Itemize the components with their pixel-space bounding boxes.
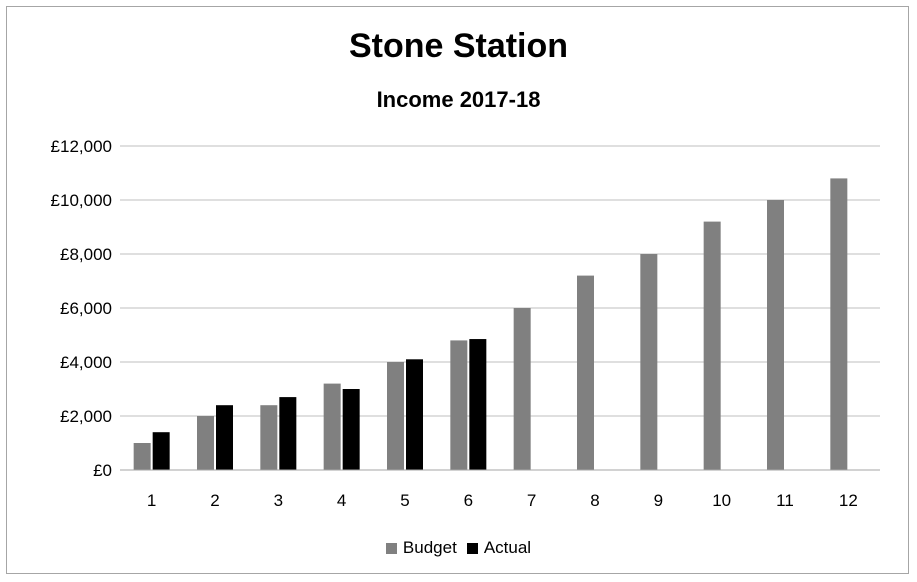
y-tick-label: £4,000	[60, 353, 112, 372]
bar-budget-11	[767, 200, 784, 470]
axes: £0 £2,000 £4,000 £6,000 £8,000 £10,000 £12,000…	[51, 137, 880, 510]
chart-frame	[6, 6, 909, 574]
bar-budget-9	[640, 254, 658, 470]
y-tick-label: £6,000	[60, 299, 112, 318]
x-tick-label: 1	[147, 491, 156, 510]
bar-actual-1	[152, 432, 170, 470]
bars	[133, 178, 848, 470]
bar-budget-5	[387, 362, 404, 470]
x-tick-label: 2	[210, 491, 219, 510]
legend-label-budget: Budget	[402, 538, 457, 557]
bar-budget-7	[513, 308, 531, 470]
legend-swatch-budget	[385, 542, 397, 554]
legend: Budget Actual	[0, 538, 917, 558]
bar-budget-4	[323, 383, 341, 470]
x-tick-label: 4	[337, 491, 346, 510]
bar-budget-2	[197, 416, 214, 470]
y-tick-label: £10,000	[51, 191, 112, 210]
legend-item-budget: Budget	[385, 538, 457, 558]
x-tick-label: 5	[400, 491, 409, 510]
y-tick-label: £0	[93, 461, 112, 480]
bar-budget-1	[133, 443, 151, 470]
legend-item-actual: Actual	[466, 538, 532, 558]
legend-label-actual: Actual	[483, 538, 532, 557]
bar-actual-2	[216, 405, 233, 470]
bar-actual-5	[406, 359, 423, 470]
bar-actual-6	[469, 339, 487, 470]
bar-actual-3	[279, 397, 297, 470]
gridlines	[120, 145, 880, 417]
bar-budget-10	[703, 221, 721, 470]
x-tick-label: 8	[590, 491, 599, 510]
bar-budget-6	[450, 340, 468, 470]
x-tick-label: 11	[776, 491, 794, 510]
chart-subtitle: Income 2017-18	[376, 87, 541, 112]
chart-title: Stone Station	[348, 27, 569, 65]
x-tick-label: 3	[274, 491, 283, 510]
x-tick-label: 9	[654, 491, 663, 510]
bar-budget-3	[260, 405, 278, 470]
bar-budget-8	[577, 275, 594, 470]
y-tick-label: £8,000	[60, 245, 112, 264]
y-tick-label: £12,000	[51, 137, 112, 156]
x-tick-label: 7	[527, 491, 536, 510]
x-tick-label: 10	[712, 491, 731, 510]
y-tick-label: £2,000	[60, 407, 112, 426]
bar-actual-4	[342, 389, 360, 470]
bar-budget-12	[830, 178, 848, 470]
x-tick-label: 6	[464, 491, 473, 510]
legend-swatch-actual	[466, 542, 478, 554]
x-tick-label: 12	[839, 491, 858, 510]
